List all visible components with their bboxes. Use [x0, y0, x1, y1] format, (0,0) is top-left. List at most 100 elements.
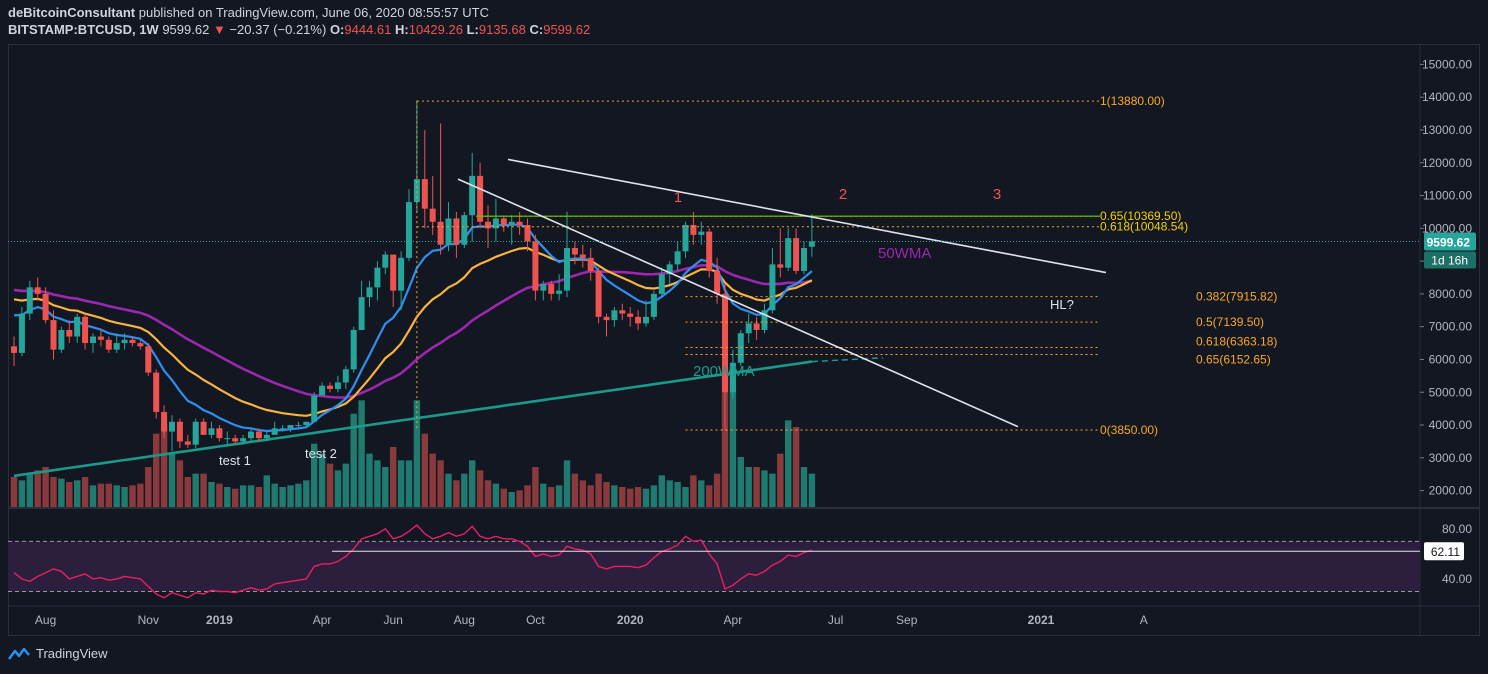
candle-body — [263, 434, 270, 439]
candle-body — [469, 175, 476, 216]
volume-bar — [318, 453, 326, 507]
volume-bar — [532, 467, 539, 507]
volume-bar — [516, 490, 523, 507]
y-tick-label: 3000.00 — [1429, 451, 1473, 465]
candle-body — [579, 254, 586, 258]
rsi-tick-label: 40.00 — [1442, 572, 1472, 586]
fib-level-label: 0.618(6363.18) — [1196, 335, 1277, 349]
candle-body — [303, 421, 310, 426]
author-name[interactable]: deBitcoinConsultant — [8, 5, 136, 20]
y-tick-label: 14000.00 — [1422, 90, 1472, 104]
volume-bar — [34, 470, 41, 507]
symbol-label[interactable]: BITSTAMP:BTCUSD, 1W — [8, 22, 159, 37]
volume-bar — [808, 473, 816, 507]
candle-body — [808, 241, 815, 247]
candle-body — [350, 329, 357, 370]
candle-body — [161, 411, 168, 432]
volume-bar — [224, 487, 231, 507]
volume-bar — [129, 485, 136, 507]
volume-bar — [571, 473, 579, 507]
volume-bar — [271, 483, 278, 507]
y-tick-label: 12000.00 — [1422, 156, 1472, 170]
candle-body — [524, 225, 531, 242]
volume-bar — [239, 485, 247, 507]
candle-body — [66, 329, 73, 337]
candle-body — [311, 395, 318, 422]
ema-blue-line — [13, 223, 813, 433]
volume-bar — [508, 492, 515, 507]
candle-body — [287, 425, 294, 429]
volume-bar — [476, 470, 484, 507]
y-tick-label: 10000.00 — [1422, 221, 1472, 235]
volume-bar — [287, 485, 294, 507]
volume-bar — [792, 427, 800, 507]
x-tick-label: Jun — [384, 613, 403, 627]
candle-body — [761, 310, 768, 330]
chart-panel[interactable] — [8, 44, 1480, 636]
candle-body — [556, 290, 563, 294]
volume-bar — [192, 473, 199, 507]
volume-bar — [642, 488, 650, 507]
volume-bar — [374, 460, 381, 507]
lower-trendline — [457, 178, 1019, 428]
volume-bar — [184, 477, 191, 507]
candle-body — [327, 385, 333, 389]
volume-bar — [721, 367, 729, 507]
volume-bar — [737, 457, 744, 507]
volume-bar — [682, 487, 689, 507]
x-tick-label: 2019 — [206, 613, 233, 627]
publisher-line: deBitcoinConsultant published on Trading… — [8, 4, 590, 21]
candle-body — [200, 421, 207, 435]
volume-bar — [761, 470, 768, 507]
candle-body — [627, 313, 634, 317]
volume-bar — [366, 453, 373, 507]
volume-bar — [232, 488, 239, 507]
volume-bar — [753, 467, 760, 507]
volume-bar — [666, 480, 673, 507]
candle-body — [437, 221, 444, 245]
volume-bar — [137, 483, 144, 507]
y-tick-label: 8000.00 — [1429, 287, 1473, 301]
countdown-label: 1d 16h — [1431, 253, 1468, 267]
ma-50-line — [13, 264, 813, 399]
down-arrow-icon: ▼ — [212, 22, 226, 37]
candle-body — [508, 221, 515, 226]
candle-body — [121, 339, 128, 344]
high-label: H: — [395, 22, 409, 37]
high-value: 10429.26 — [408, 22, 463, 37]
footer-brand[interactable]: TradingView — [8, 646, 108, 661]
volume-bar — [492, 483, 500, 507]
volume-bar — [74, 480, 81, 507]
x-tick-label: Apr — [724, 613, 743, 627]
volume-bar — [658, 475, 665, 507]
volume-bar — [484, 480, 492, 507]
volume-bar — [160, 423, 168, 507]
volume-bar — [303, 480, 310, 507]
volume-bar — [627, 488, 634, 507]
volume-bar — [603, 482, 610, 507]
candle-body — [184, 441, 191, 445]
y-tick-label: 7000.00 — [1429, 320, 1473, 334]
volume-bar — [785, 420, 792, 507]
y-tick-label: 6000.00 — [1429, 352, 1473, 366]
candle-body — [785, 238, 792, 268]
volume-bar — [619, 487, 626, 507]
candle-body — [192, 421, 199, 445]
candle-body — [358, 297, 365, 330]
volume-bar — [634, 487, 642, 507]
volume-bar — [690, 475, 697, 507]
y-tick-label: 13000.00 — [1422, 123, 1472, 137]
candle-body — [240, 438, 247, 442]
candle-body — [18, 313, 25, 353]
test-2-label: test 2 — [305, 446, 337, 461]
candle-body — [745, 323, 752, 334]
candle-body — [611, 310, 618, 321]
upper-trendline — [507, 158, 1107, 274]
volume-bar — [97, 483, 105, 507]
candle-body — [595, 270, 602, 317]
volume-bar — [358, 400, 365, 507]
volume-bar — [461, 473, 468, 507]
candle-body — [279, 428, 286, 430]
volume-bar — [153, 433, 160, 507]
